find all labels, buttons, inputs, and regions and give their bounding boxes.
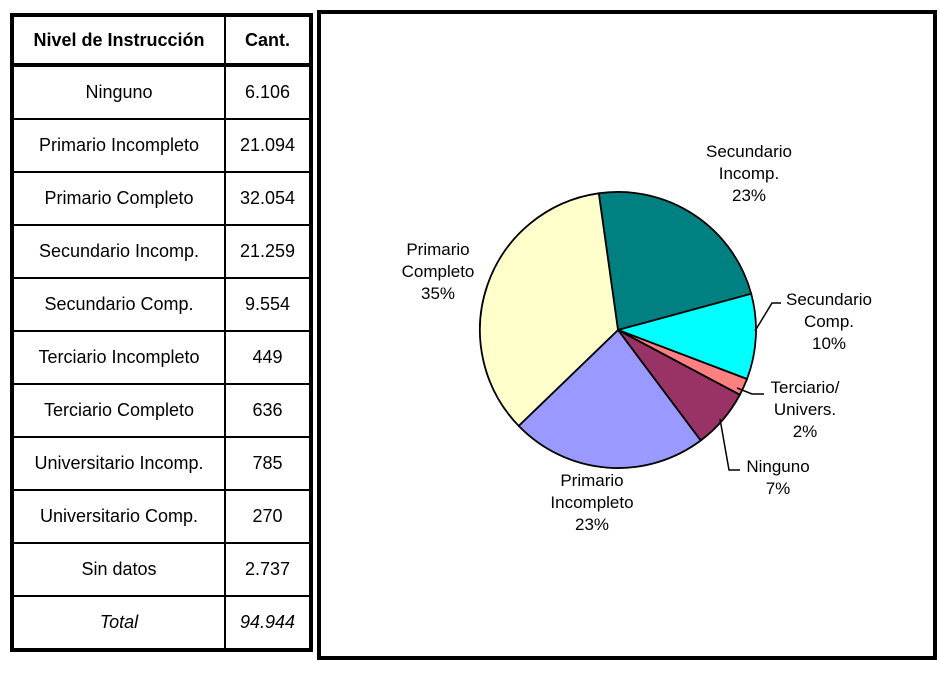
table-row: Sin datos 2.737 xyxy=(11,542,312,597)
count-column-header: Cant. xyxy=(224,14,312,67)
count-cell: 21.259 xyxy=(224,224,312,279)
table-row: Secundario Incomp. 21.259 xyxy=(11,224,312,279)
table-header-row: Nivel de Instrucción Cant. xyxy=(11,14,312,67)
level-cell: Terciario Completo xyxy=(11,383,226,438)
table-row: Secundario Comp. 9.554 xyxy=(11,277,312,332)
table-row: Terciario Completo 636 xyxy=(11,383,312,438)
total-label-cell: Total xyxy=(11,595,226,651)
table-row: Primario Incompleto 21.094 xyxy=(11,118,312,173)
count-cell: 2.737 xyxy=(224,542,312,597)
level-cell: Terciario Incompleto xyxy=(11,330,226,385)
level-cell: Secundario Comp. xyxy=(11,277,226,332)
count-cell: 785 xyxy=(224,436,312,491)
table-row: Ninguno 6.106 xyxy=(11,64,312,120)
total-value-cell: 94.944 xyxy=(224,595,312,651)
count-cell: 21.094 xyxy=(224,118,312,173)
level-cell: Universitario Incomp. xyxy=(11,436,226,491)
level-column-header: Nivel de Instrucción xyxy=(11,14,226,67)
education-table-grid: Nivel de Instrucción Cant. Ninguno 6.106 P… xyxy=(10,13,313,652)
count-cell: 636 xyxy=(224,383,312,438)
level-cell: Sin datos xyxy=(11,542,226,597)
count-cell: 32.054 xyxy=(224,171,312,226)
table-row: Primario Completo 32.054 xyxy=(11,171,312,226)
education-table: Nivel de Instrucción Cant. Ninguno 6.106 P… xyxy=(10,13,313,652)
level-cell: Universitario Comp. xyxy=(11,489,226,544)
count-cell: 449 xyxy=(224,330,312,385)
count-cell: 9.554 xyxy=(224,277,312,332)
pie-chart-panel xyxy=(317,10,937,660)
table-row: Universitario Comp. 270 xyxy=(11,489,312,544)
table-row: Universitario Incomp. 785 xyxy=(11,436,312,491)
total-row: Total 94.944 xyxy=(11,595,312,651)
count-cell: 6.106 xyxy=(224,64,312,120)
level-cell: Primario Completo xyxy=(11,171,226,226)
count-cell: 270 xyxy=(224,489,312,544)
table-row: Terciario Incompleto 449 xyxy=(11,330,312,385)
level-cell: Primario Incompleto xyxy=(11,118,226,173)
level-cell: Ninguno xyxy=(11,64,226,120)
level-cell: Secundario Incomp. xyxy=(11,224,226,279)
